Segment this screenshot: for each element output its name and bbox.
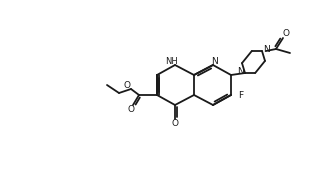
Text: O: O <box>128 105 135 115</box>
Text: O: O <box>283 30 290 39</box>
Text: NH: NH <box>165 56 177 66</box>
Text: N: N <box>212 56 218 66</box>
Text: N: N <box>264 44 271 54</box>
Text: O: O <box>171 119 178 128</box>
Text: N: N <box>236 66 243 76</box>
Text: F: F <box>238 91 243 100</box>
Text: O: O <box>124 81 131 91</box>
